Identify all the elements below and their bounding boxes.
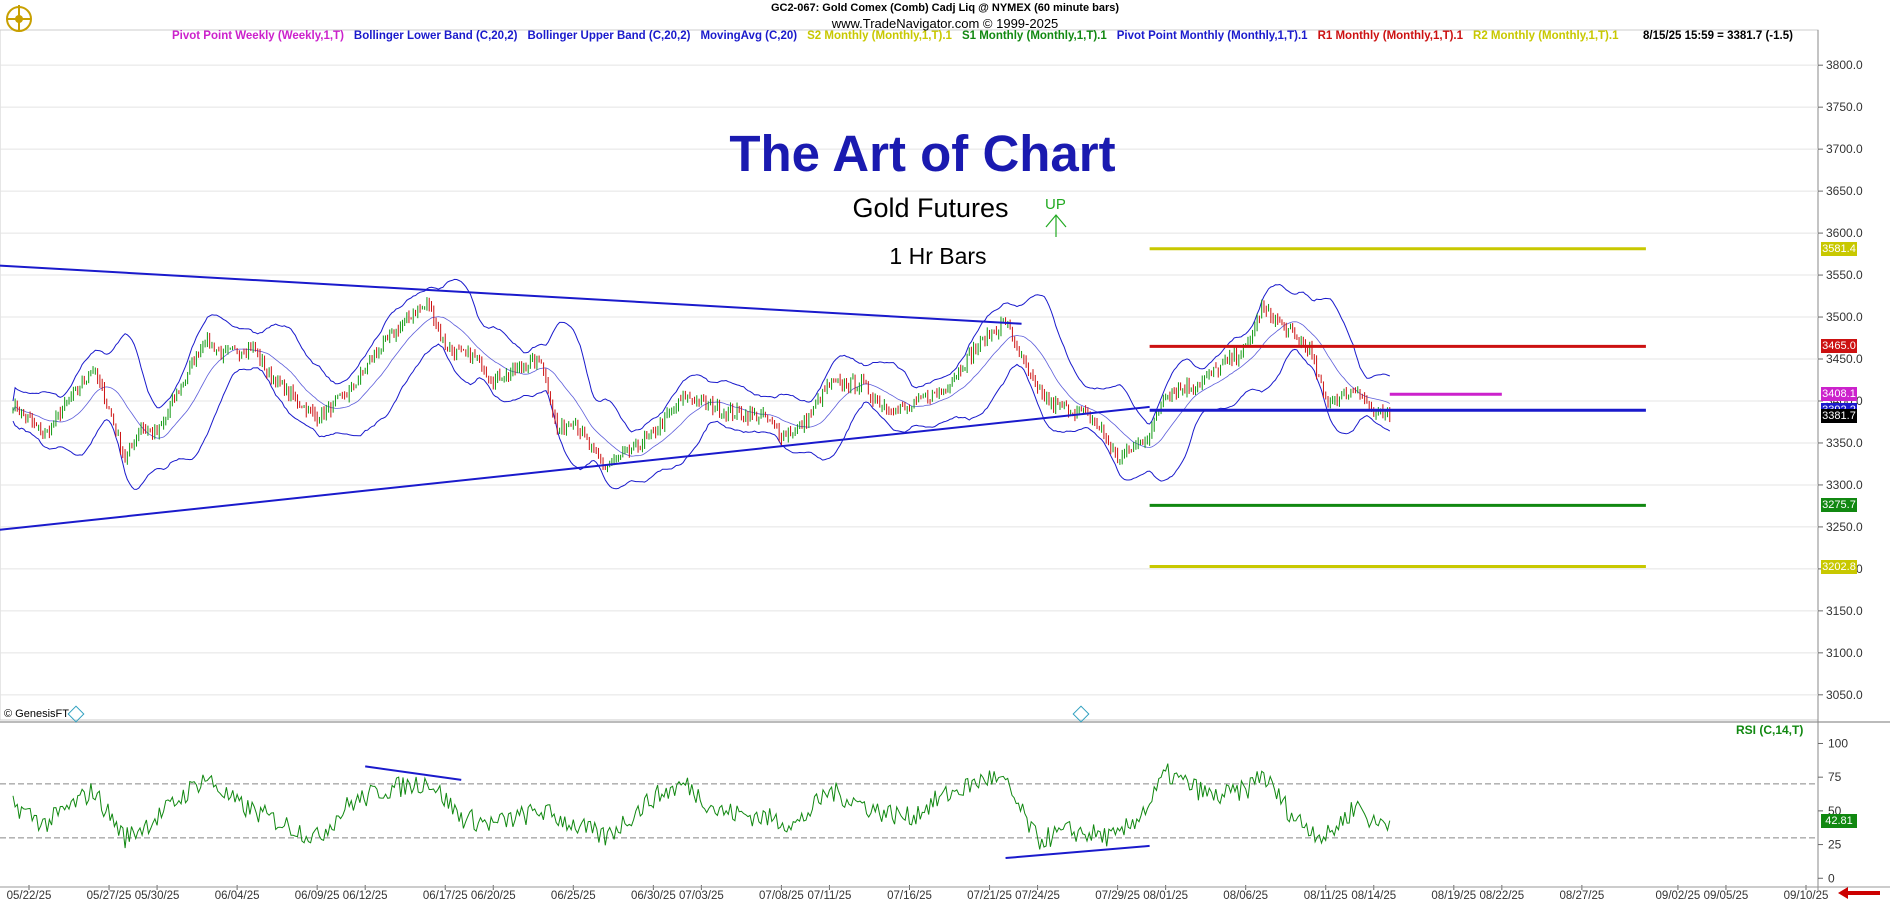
level-value-tag: 3202.8	[1821, 559, 1857, 574]
date-tick-label: 06/30/25	[631, 890, 676, 902]
rsi-upper-line	[365, 765, 462, 781]
chart-subtitle: Gold Futures	[852, 193, 1009, 223]
legend-item: MovingAvg (C,20)	[700, 30, 798, 42]
trade-navigator-logo	[2, 2, 36, 34]
price-tick-label: 3350.0	[1826, 436, 1863, 450]
price-tick-label: 3250.0	[1826, 520, 1863, 534]
date-tick-label: 08/14/25	[1351, 890, 1396, 902]
date-tick-label: 07/29/25	[1095, 890, 1140, 902]
date-tick-label: 07/16/25	[887, 890, 932, 902]
date-tick-label: 08/06/25	[1223, 890, 1268, 902]
legend-item: Pivot Point Monthly (Monthly,1,T).1	[1116, 30, 1308, 42]
legend-item: Pivot Point Weekly (Weekly,1,T)	[172, 30, 344, 42]
rsi-tick-label: 0	[1828, 871, 1835, 885]
chart-header-copyright: www.TradeNavigator.com © 1999-2025	[831, 16, 1059, 31]
last-quote: 8/15/25 15:59 = 3381.7 (-1.5)	[1643, 30, 1793, 42]
date-tick-label: 07/21/25	[967, 890, 1012, 902]
date-tick-label: 08/01/25	[1143, 890, 1188, 902]
bollinger-upper-band	[12, 278, 1390, 433]
price-tick-label: 3500.0	[1826, 310, 1863, 324]
price-tick-label: 3650.0	[1826, 184, 1863, 198]
date-tick-label: 07/24/25	[1015, 890, 1060, 902]
bollinger-lower-band	[12, 343, 1391, 490]
date-tick-label: 08/11/25	[1304, 890, 1348, 902]
price-tick-label: 3050.0	[1826, 688, 1863, 702]
price-panel	[0, 29, 1819, 721]
date-tick-label: 09/10/25	[1784, 890, 1829, 902]
legend-item: S1 Monthly (Monthly,1,T).1	[961, 30, 1107, 42]
date-tick-label: 06/09/25	[295, 890, 340, 902]
date-tick-label: 08/22/25	[1479, 890, 1524, 902]
date-tick-label: 06/12/25	[343, 890, 388, 902]
rsi-label: RSI (C,14,T)	[1736, 723, 1804, 737]
rsi-value-tag: 42.81	[1821, 813, 1857, 828]
date-tick-label: 06/20/25	[471, 890, 516, 902]
legend-item: Bollinger Lower Band (C,20,2)	[353, 30, 518, 42]
rsi-tick-label: 100	[1828, 736, 1848, 750]
price-tick-label: 3550.0	[1826, 268, 1863, 282]
level-value-tag: 3465.0	[1821, 339, 1857, 354]
date-tick-label: 05/27/25	[87, 890, 132, 902]
date-tick-label: 08/27/25	[1559, 890, 1604, 902]
date-tick-label: 07/11/25	[807, 890, 851, 902]
level-value-tag: 3275.7	[1821, 498, 1857, 513]
date-tick-label: 06/17/25	[423, 890, 468, 902]
lower-trendline	[0, 405, 1150, 531]
date-tick-label: 05/30/25	[135, 890, 180, 902]
indicator-legend: Pivot Point Weekly (Weekly,1,T) Bollinger…	[172, 30, 1628, 42]
legend-item: R1 Monthly (Monthly,1,T).1	[1317, 30, 1464, 42]
date-tick-label: 06/04/25	[215, 890, 260, 902]
price-tick-label: 3750.0	[1826, 100, 1863, 114]
level-value-tag: 3581.4	[1821, 241, 1857, 256]
chart-header-symbol: GC2-067: Gold Comex (Comb) Cadj Liq @ NY…	[770, 2, 1120, 14]
rsi-tick-label: 25	[1828, 838, 1842, 852]
level-value-tag: 3408.1	[1821, 387, 1857, 402]
date-tick-label: 08/19/25	[1431, 890, 1476, 902]
up-annotation: UP	[1045, 196, 1066, 213]
rsi-lower-line	[1005, 844, 1150, 860]
legend-item: Bollinger Upper Band (C,20,2)	[527, 30, 691, 42]
upper-trendline	[0, 264, 1022, 325]
rsi-line	[12, 763, 1391, 850]
legend-item: S2 Monthly (Monthly,1,T).1	[807, 30, 952, 42]
date-tick-label: 09/02/25	[1656, 890, 1701, 902]
date-tick-label: 06/25/25	[551, 890, 596, 902]
chart-timeframe: 1 Hr Bars	[889, 243, 987, 269]
chart-title: The Art of Chart	[729, 125, 1116, 182]
genesis-copyright: © GenesisFT	[4, 708, 69, 720]
last-price-tag: 3381.7	[1821, 409, 1857, 424]
moving-average	[12, 316, 1390, 457]
date-tick-label: 05/22/25	[7, 890, 52, 902]
price-tick-label: 3600.0	[1826, 226, 1863, 240]
date-tick-label: 09/05/25	[1704, 890, 1749, 902]
date-tick-label: 07/03/25	[679, 890, 724, 902]
price-tick-label: 3700.0	[1826, 142, 1863, 156]
price-tick-label: 3150.0	[1826, 604, 1863, 618]
scroll-left-arrow-icon	[1838, 887, 1880, 899]
price-tick-label: 3100.0	[1826, 646, 1863, 660]
legend-item: R2 Monthly (Monthly,1,T).1	[1473, 30, 1619, 42]
price-tick-label: 3800.0	[1826, 58, 1863, 72]
price-tick-label: 3300.0	[1826, 478, 1863, 492]
rsi-tick-label: 75	[1828, 770, 1842, 784]
date-tick-label: 07/08/25	[759, 890, 804, 902]
price-tick-label: 3450.0	[1826, 352, 1863, 366]
up-arrow-icon	[1045, 214, 1067, 228]
